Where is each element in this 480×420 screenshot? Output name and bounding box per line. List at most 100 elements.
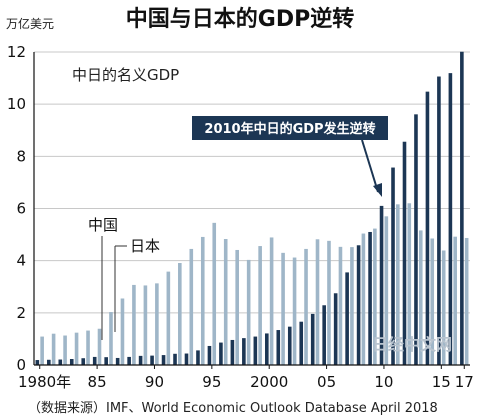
bar-china — [69, 359, 74, 365]
x-tick-label: 95 — [202, 373, 221, 391]
bar-china — [150, 355, 154, 365]
annotation-arrow-head — [373, 183, 382, 197]
annotation-box — [192, 116, 388, 140]
x-axis: 1980年 85 90 95 2000 05 10 15 17 — [18, 52, 474, 391]
y-tick-label: 2 — [16, 304, 26, 322]
bar-japan — [155, 283, 159, 365]
bar-japan — [97, 328, 102, 365]
annotation-arrow-line — [361, 139, 379, 193]
x-tick-label: 15 — [432, 373, 451, 391]
bar-china — [310, 313, 315, 365]
bar-japan — [235, 249, 239, 365]
bar-japan — [132, 284, 136, 365]
bar-china — [276, 330, 281, 365]
legend-label-japan: 日本 — [130, 237, 160, 255]
y-tick-label: 4 — [16, 252, 26, 270]
bar-japan — [315, 239, 320, 365]
bar-china — [207, 345, 212, 365]
bar-japan — [223, 239, 228, 365]
bar-china — [287, 326, 292, 365]
bar-china — [161, 355, 166, 365]
bar-china — [299, 321, 304, 365]
bar-china — [184, 353, 189, 365]
y-axis: 0 2 4 6 8 10 12 — [7, 43, 26, 374]
bar-japan — [40, 336, 44, 365]
bar-japan — [86, 330, 90, 365]
bar-china — [322, 305, 326, 365]
bar-china — [391, 167, 395, 365]
x-tick-label: 90 — [145, 373, 164, 391]
bar-japan — [327, 240, 331, 365]
y-tick-label: 0 — [16, 356, 26, 374]
source-note: （数据来源）IMF、World Economic Outlook Databas… — [28, 401, 438, 416]
chart-subtitle: 中日的名义GDP — [72, 66, 179, 84]
legend-japan: 日本 — [114, 237, 160, 332]
y-tick-label: 6 — [16, 200, 26, 218]
bar-china — [402, 141, 407, 365]
bar-china — [265, 333, 269, 365]
bar-china — [115, 357, 120, 365]
bar-china — [333, 293, 338, 365]
bar-japan — [246, 259, 251, 365]
bar-japan — [292, 257, 297, 365]
y-tick-label: 10 — [7, 95, 26, 113]
x-tick-label: 05 — [317, 373, 336, 391]
x-tick-label: 85 — [88, 373, 107, 391]
bar-japan — [396, 204, 400, 365]
bar-japan — [189, 248, 194, 365]
legend-label-china: 中国 — [88, 216, 118, 234]
bar-china — [196, 350, 200, 365]
bar-japan — [304, 248, 308, 365]
bar-japan — [453, 236, 457, 365]
bar-japan — [109, 312, 113, 365]
annotation-text: 2010年中日的GDP发生逆转 — [204, 121, 375, 137]
bar-japan — [51, 333, 56, 365]
bar-japan — [143, 285, 148, 365]
bar-china — [58, 359, 63, 365]
bar-china — [127, 356, 131, 365]
bar-china — [460, 51, 464, 365]
chart-title: 中国与日本的GDP逆转 — [126, 6, 354, 32]
x-tick-label: 10 — [374, 373, 393, 391]
bar-china — [345, 272, 349, 365]
y-tick-label: 12 — [7, 43, 26, 61]
bar-japan — [166, 271, 171, 365]
bar-china — [92, 356, 97, 365]
unit-label: 万亿美元 — [6, 16, 54, 31]
legend-china: 中国 — [88, 216, 118, 340]
bar-japan — [200, 236, 205, 365]
bar-japan — [430, 238, 435, 365]
bar-china — [414, 114, 418, 365]
bar-japan — [281, 252, 285, 365]
bar-china — [173, 353, 177, 365]
bar-china — [219, 342, 223, 365]
x-tick-label: 17 — [455, 373, 474, 391]
bar-japan — [373, 228, 377, 365]
bar-china — [425, 91, 430, 365]
x-tick-label: 2000 — [250, 373, 288, 391]
bar-china — [104, 357, 108, 365]
bar-japan — [441, 250, 446, 365]
bar-japan — [361, 233, 366, 365]
bar-china — [242, 338, 246, 365]
bar-japan — [350, 247, 354, 365]
bar-china — [47, 359, 51, 365]
bar-japan — [407, 203, 412, 365]
bar-china — [448, 73, 453, 365]
y-tick-label: 8 — [16, 147, 26, 165]
bar-japan — [178, 263, 182, 365]
bar-china — [230, 339, 235, 365]
bar-japan — [63, 335, 67, 365]
bar-china — [437, 76, 441, 365]
bar-japan — [269, 237, 274, 365]
bar-japan — [464, 237, 469, 365]
bar-china — [356, 245, 361, 365]
bar-china — [379, 205, 384, 365]
bar-japan — [120, 298, 125, 365]
bar-japan — [74, 332, 79, 365]
bar-china — [81, 358, 86, 365]
bar-japan — [384, 216, 389, 365]
bar-china — [368, 231, 372, 365]
bar-china — [35, 360, 40, 365]
